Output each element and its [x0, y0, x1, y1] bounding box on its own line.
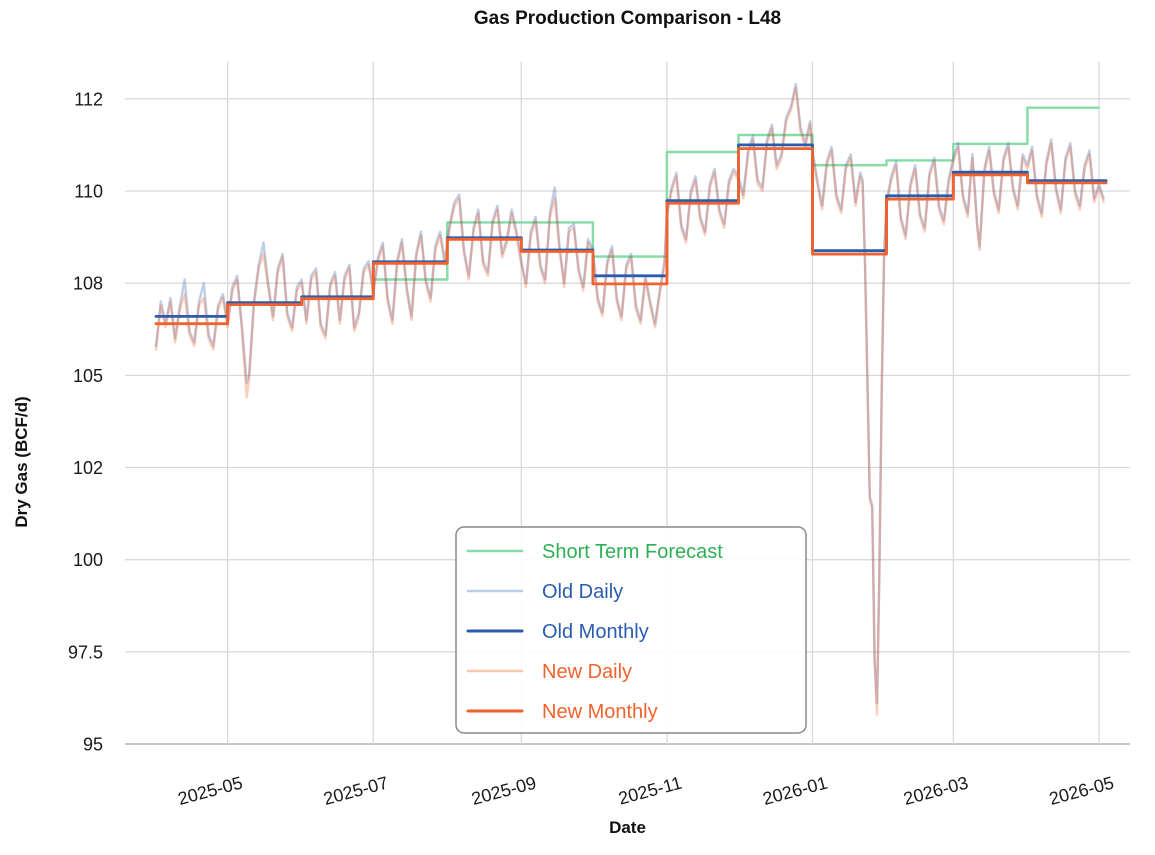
- x-tick-label: 2026-01: [761, 773, 830, 809]
- y-tick-label: 105: [73, 366, 103, 386]
- x-tick-label: 2025-07: [321, 773, 390, 809]
- x-tick-label: 2026-03: [901, 773, 970, 809]
- legend-label-4: New Monthly: [542, 701, 658, 723]
- x-tick-label: 2025-05: [176, 773, 245, 809]
- y-tick-label: 100: [73, 550, 103, 570]
- y-tick-label: 110: [74, 182, 103, 202]
- x-axis-title: Date: [609, 818, 646, 837]
- series-short-term-forecast: [372, 106, 1101, 281]
- y-tick-label: 112: [74, 89, 103, 109]
- legend-box: [455, 526, 807, 734]
- legend-label-3: New Daily: [542, 661, 632, 683]
- y-axis-title: Dry Gas (BCF/d): [12, 396, 31, 528]
- x-tick-label: 2025-11: [616, 773, 684, 809]
- legend-label-1: Old Daily: [542, 581, 623, 603]
- x-tick-label: 2026-05: [1047, 773, 1116, 809]
- legend-label-2: Old Monthly: [542, 621, 649, 643]
- chart-title: Gas Production Comparison - L48: [473, 8, 782, 29]
- y-tick-label: 108: [73, 274, 103, 294]
- legend-label-0: Short Term Forecast: [542, 541, 723, 563]
- series-new-monthly: [154, 147, 1108, 326]
- y-tick-label: 97.5: [68, 642, 103, 662]
- y-tick-label: 95: [83, 735, 103, 755]
- series-old-monthly: [154, 143, 1108, 318]
- x-tick-label: 2025-09: [469, 773, 538, 809]
- series-new-daily: [154, 86, 1105, 716]
- y-tick-label: 102: [73, 458, 103, 478]
